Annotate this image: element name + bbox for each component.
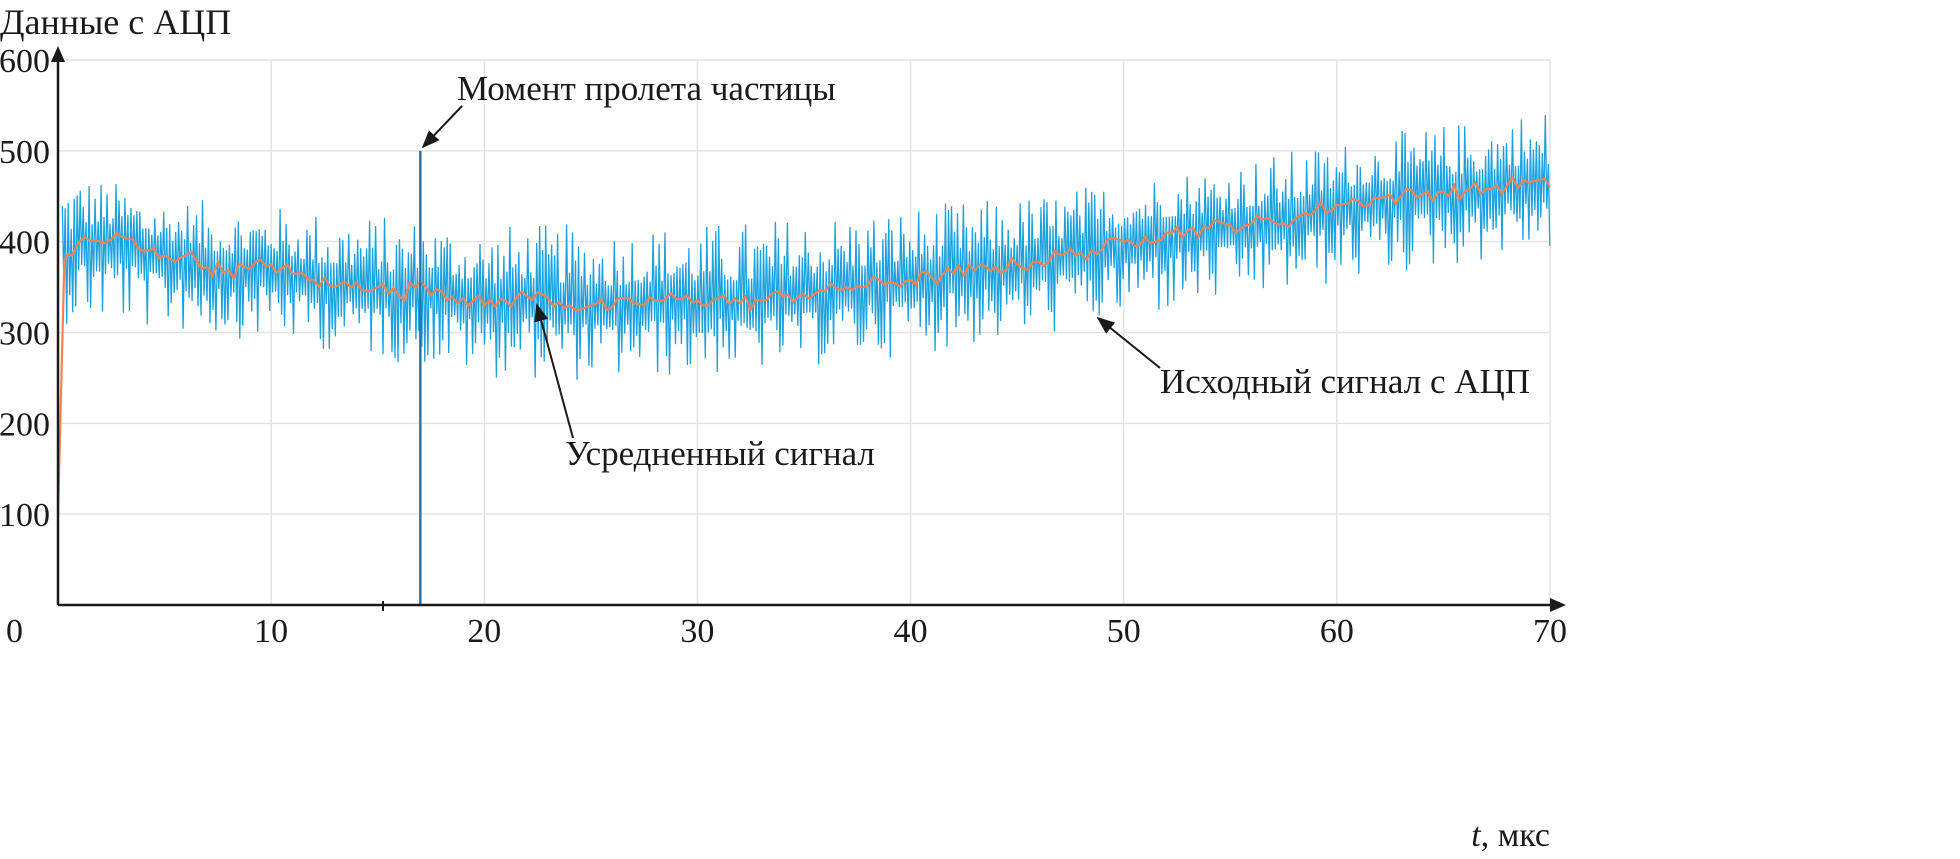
x-tick-label: 10 xyxy=(254,613,288,650)
y-tick-label: 500 xyxy=(0,134,50,171)
x-tick-label: 50 xyxy=(1107,613,1141,650)
x-tick-label: 20 xyxy=(467,613,501,650)
raw-signal-series xyxy=(61,114,1551,380)
x-tick-label: 30 xyxy=(680,613,714,650)
annotation-averaged: Усредненный сигнал xyxy=(565,434,875,473)
x-axis-label: t, мкс xyxy=(1471,817,1550,854)
x-tick-label: 70 xyxy=(1533,613,1567,650)
annotation-raw-arrow xyxy=(1096,316,1161,369)
x-tick-label: 40 xyxy=(894,613,928,650)
x-axis-unit: , мкс xyxy=(1481,817,1550,854)
x-axis-arrow-icon xyxy=(1550,598,1566,612)
y-tick-label: 300 xyxy=(0,316,50,353)
averaged-signal-line xyxy=(56,175,1551,515)
y-tick-label: 600 xyxy=(0,43,50,80)
x-axis-variable: t xyxy=(1471,817,1482,854)
x-tick-label: 0 xyxy=(6,613,23,650)
y-axis-arrow-icon xyxy=(51,46,65,62)
averaged-signal-series xyxy=(56,175,1551,515)
annotation-particle: Момент пролета частицы xyxy=(457,69,836,108)
annotation-raw: Исходный сигнал с АЦП xyxy=(1160,362,1530,401)
y-tick-label: 100 xyxy=(0,497,50,534)
grid xyxy=(58,59,1551,605)
axes xyxy=(51,46,1566,612)
y-axis-label: Данные с АЦП xyxy=(0,2,231,42)
annotation-averaged-arrow xyxy=(534,303,574,439)
raw-signal-line xyxy=(61,114,1551,380)
x-tick-label: 60 xyxy=(1320,613,1354,650)
y-tick-label: 400 xyxy=(0,225,50,262)
annotation-particle-arrow xyxy=(421,105,463,149)
tick-labels: 0 10 20 30 40 50 60 70 100 200 300 400 500 600 xyxy=(0,43,1567,650)
y-tick-label: 200 xyxy=(0,406,50,443)
